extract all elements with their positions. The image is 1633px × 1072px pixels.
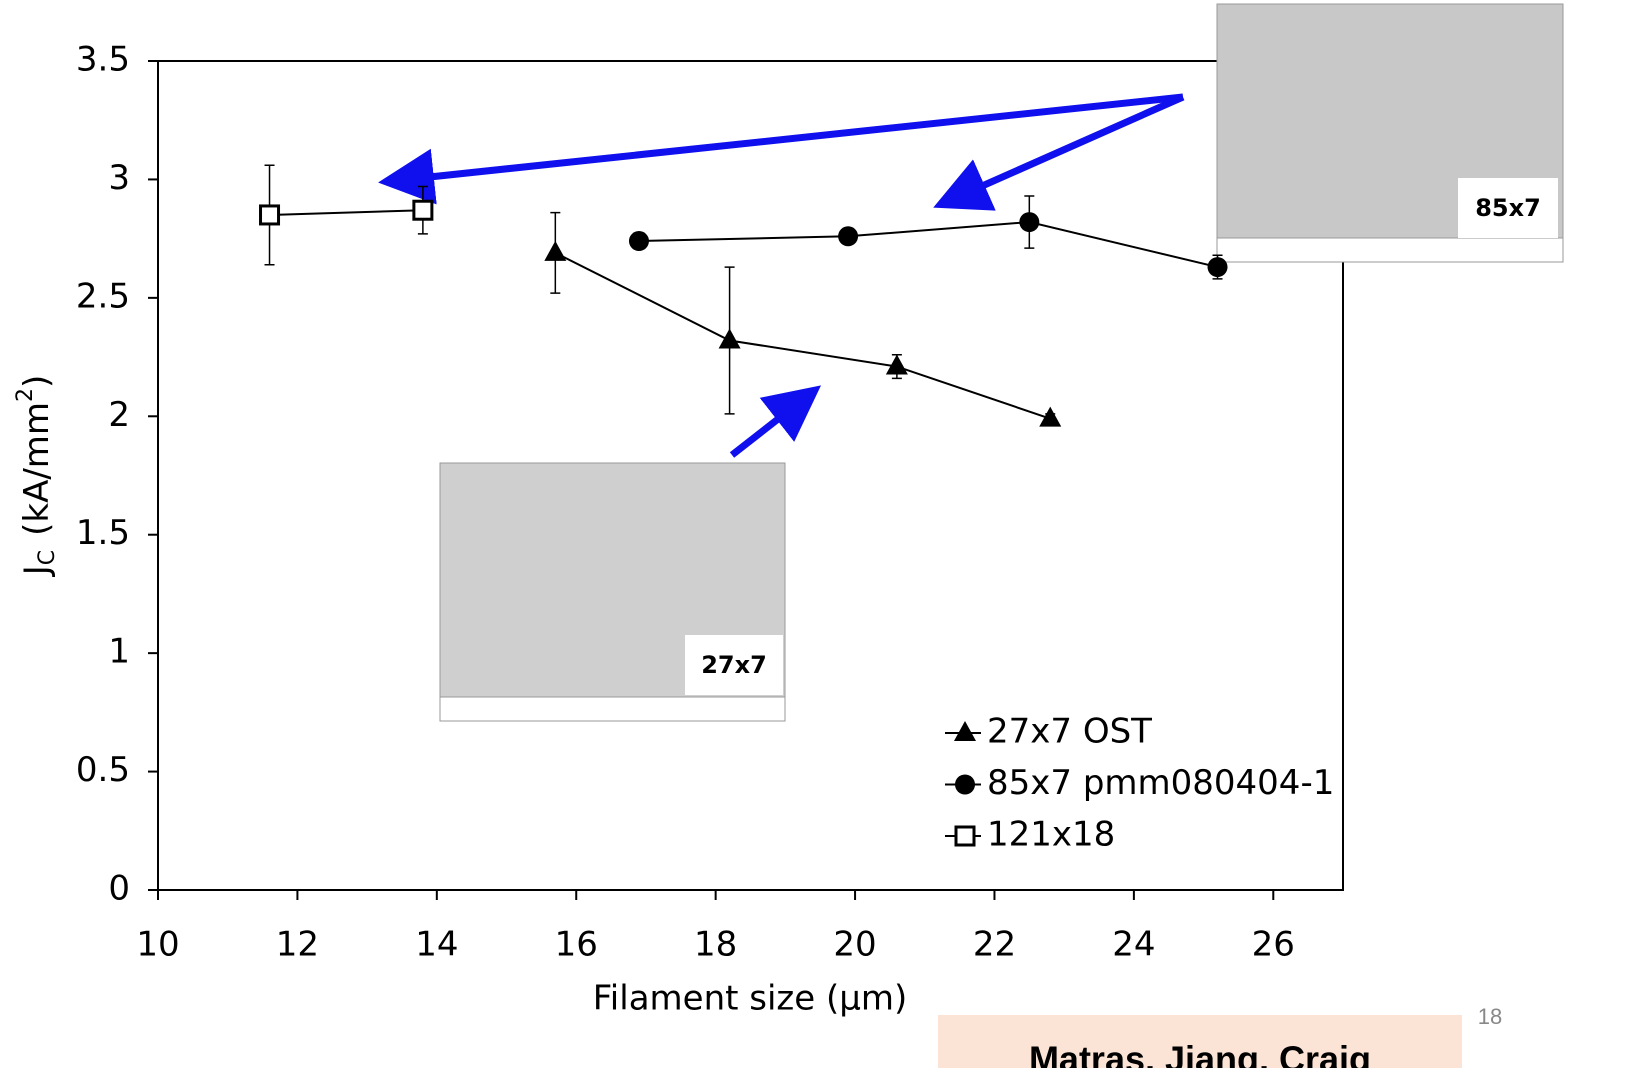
y-tick-label: 0 [108, 869, 130, 909]
marker [544, 241, 566, 261]
y-tick-label: 1.5 [76, 513, 130, 553]
y-tick-label: 3 [108, 158, 130, 198]
inset-27x7: 27x7 [440, 463, 785, 721]
y-tick-label: 2 [108, 395, 130, 435]
marker [261, 206, 279, 224]
arrows [392, 97, 1183, 455]
inset-85x7: 85x7 [1217, 4, 1563, 262]
y-tick-label: 2.5 [76, 276, 130, 316]
marker [1208, 257, 1228, 277]
series [544, 213, 1061, 427]
y-tick-label: 0.5 [76, 750, 130, 790]
series-line [270, 210, 423, 215]
marker [1019, 212, 1039, 232]
x-axis-label: Filament size (µm) [593, 979, 908, 1019]
x-tick-label: 22 [973, 925, 1016, 965]
chart: Filament size (µm) JC(kA/mm2) 27x7 85x7 … [0, 0, 1633, 1068]
page: Filament size (µm) JC(kA/mm2) 27x7 85x7 … [0, 0, 1633, 1068]
marker [414, 201, 432, 219]
arrow [732, 394, 810, 455]
legend-marker [956, 827, 974, 845]
marker [719, 328, 741, 348]
y-tick-label: 3.5 [76, 40, 130, 80]
legend-marker [955, 775, 975, 795]
legend-label: 27x7 OST [987, 712, 1152, 752]
inset-label: 85x7 [1475, 194, 1541, 222]
x-tick-label: 10 [136, 925, 179, 965]
slide-number: 18 [1478, 1004, 1502, 1029]
y-label-sup: 2 [13, 388, 38, 402]
x-tick-label: 26 [1252, 925, 1295, 965]
legend-label: 85x7 pmm080404-1 [987, 763, 1334, 803]
x-tick-label: 20 [833, 925, 876, 965]
authors: Matras, Jiang, Craig [1029, 1039, 1371, 1068]
series-line [639, 222, 1218, 267]
arrow [392, 97, 1183, 181]
x-tick-label: 24 [1112, 925, 1155, 965]
inset-label: 27x7 [701, 651, 767, 679]
micrograph-footer [1217, 238, 1563, 262]
y-label-unit: (kA/mm [17, 402, 57, 536]
y-label-sub: C [35, 550, 60, 565]
x-tick-label: 16 [555, 925, 598, 965]
marker [629, 231, 649, 251]
series [629, 196, 1228, 279]
marker [838, 226, 858, 246]
legend-label: 121x18 [987, 815, 1115, 855]
x-tick-label: 12 [276, 925, 319, 965]
y-axis-label: JC (kA/mm2) [13, 375, 60, 578]
y-label-close: ) [17, 375, 57, 388]
series-line [555, 253, 1050, 419]
micrograph-footer [440, 697, 785, 721]
x-tick-label: 18 [694, 925, 737, 965]
legend-marker [954, 721, 976, 741]
y-tick-label: 1 [108, 632, 130, 672]
x-tick-label: 14 [415, 925, 458, 965]
y-label-symbol: J [17, 565, 57, 577]
